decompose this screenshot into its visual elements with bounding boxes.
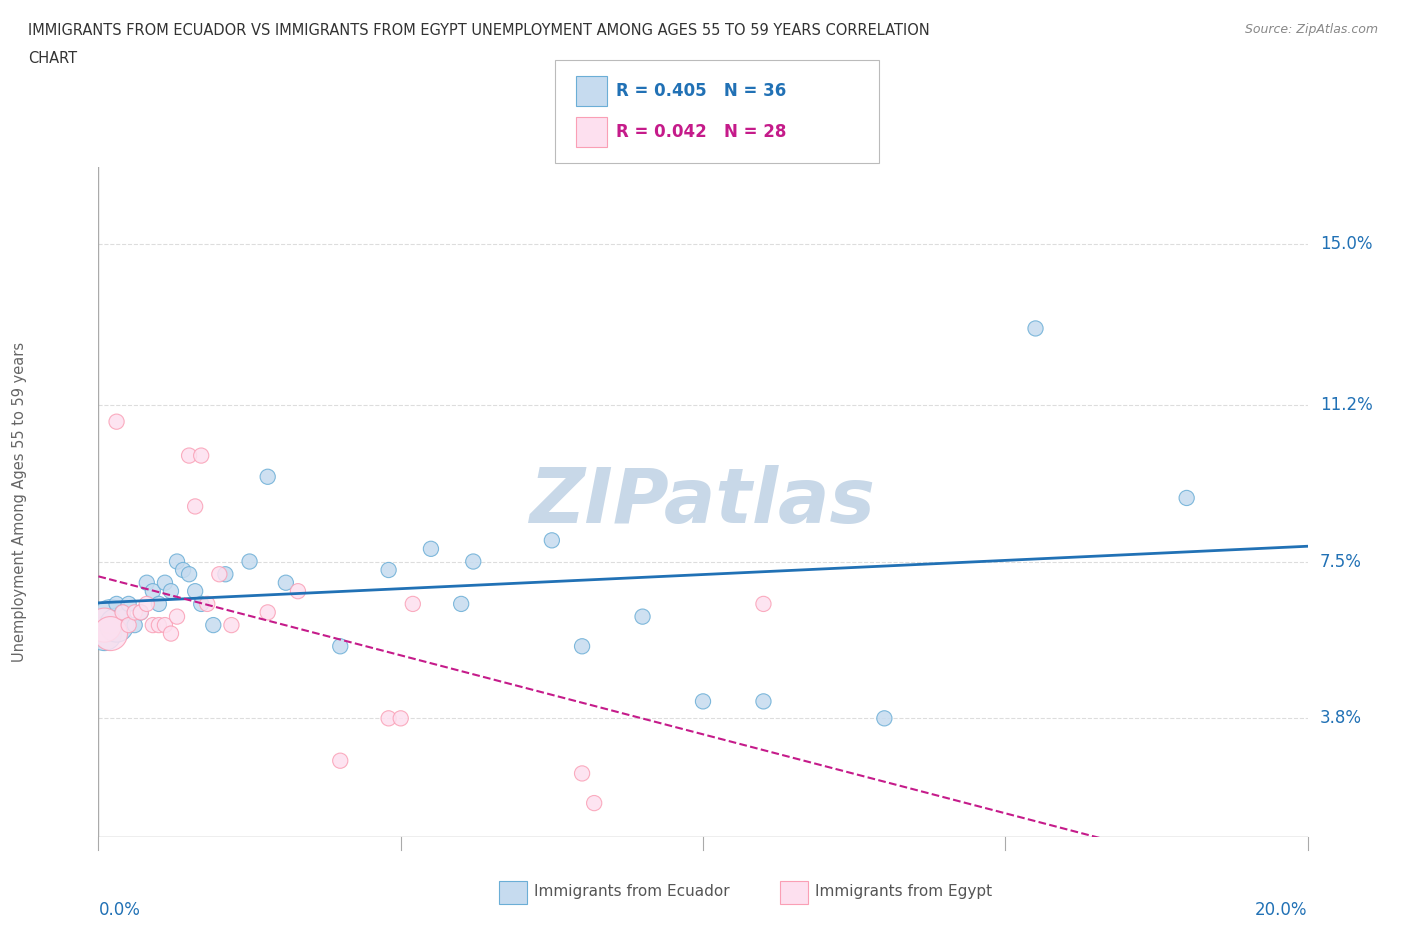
Point <box>135 576 157 591</box>
Text: Immigrants from Egypt: Immigrants from Egypt <box>815 884 993 899</box>
Text: CHART: CHART <box>28 51 77 66</box>
Point <box>160 626 183 641</box>
Text: IMMIGRANTS FROM ECUADOR VS IMMIGRANTS FROM EGYPT UNEMPLOYMENT AMONG AGES 55 TO 5: IMMIGRANTS FROM ECUADOR VS IMMIGRANTS FR… <box>28 23 929 38</box>
Point <box>571 639 593 654</box>
Point <box>583 796 606 811</box>
Point <box>142 618 165 632</box>
Point <box>135 596 157 611</box>
Point <box>118 618 141 632</box>
Point <box>195 596 218 611</box>
Point <box>463 554 485 569</box>
Point <box>172 563 194 578</box>
Point <box>105 596 128 611</box>
Point <box>148 618 170 632</box>
Point <box>214 566 236 581</box>
Point <box>190 448 212 463</box>
Point <box>329 639 352 654</box>
Point <box>202 618 225 632</box>
Point <box>377 563 399 578</box>
Text: 0.0%: 0.0% <box>98 900 141 919</box>
Point <box>100 609 122 624</box>
Point <box>111 604 134 619</box>
Text: R = 0.405   N = 36: R = 0.405 N = 36 <box>616 82 786 100</box>
Point <box>239 554 262 569</box>
Point <box>105 618 128 632</box>
Point <box>166 609 188 624</box>
Point <box>402 596 425 611</box>
Point <box>129 604 152 619</box>
Point <box>177 566 201 581</box>
Point <box>389 711 412 725</box>
Point <box>631 609 654 624</box>
Point <box>256 604 278 619</box>
Point <box>287 584 309 599</box>
Text: ZIPatlas: ZIPatlas <box>530 465 876 539</box>
Point <box>1024 321 1046 336</box>
Point <box>377 711 399 725</box>
Text: 3.8%: 3.8% <box>1320 710 1361 727</box>
Point <box>153 576 176 591</box>
Point <box>752 596 775 611</box>
Point <box>571 766 593 781</box>
Point <box>93 626 115 641</box>
Point <box>190 596 212 611</box>
Point <box>105 414 128 429</box>
Point <box>148 596 170 611</box>
Text: 7.5%: 7.5% <box>1320 552 1361 570</box>
Point <box>540 533 562 548</box>
Point <box>873 711 896 725</box>
Point <box>124 604 146 619</box>
Text: 11.2%: 11.2% <box>1320 396 1372 414</box>
Point <box>752 694 775 709</box>
Point <box>93 618 115 632</box>
Text: 20.0%: 20.0% <box>1256 900 1308 919</box>
Text: Unemployment Among Ages 55 to 59 years: Unemployment Among Ages 55 to 59 years <box>13 342 27 662</box>
Text: Source: ZipAtlas.com: Source: ZipAtlas.com <box>1244 23 1378 36</box>
Point <box>129 604 152 619</box>
Point <box>111 604 134 619</box>
Point <box>124 618 146 632</box>
Point <box>177 448 201 463</box>
Point <box>118 596 141 611</box>
Text: 15.0%: 15.0% <box>1320 234 1372 253</box>
Point <box>329 753 352 768</box>
Point <box>692 694 714 709</box>
Point <box>153 618 176 632</box>
Point <box>142 584 165 599</box>
Point <box>160 584 183 599</box>
Text: R = 0.042   N = 28: R = 0.042 N = 28 <box>616 123 786 141</box>
Point <box>1175 490 1198 505</box>
Text: Immigrants from Ecuador: Immigrants from Ecuador <box>534 884 730 899</box>
Point <box>256 470 278 485</box>
Point <box>184 584 207 599</box>
Point <box>208 566 231 581</box>
Point <box>100 626 122 641</box>
Point <box>419 541 441 556</box>
Point <box>221 618 243 632</box>
Point <box>450 596 472 611</box>
Point <box>184 499 207 514</box>
Point <box>166 554 188 569</box>
Point <box>274 576 297 591</box>
